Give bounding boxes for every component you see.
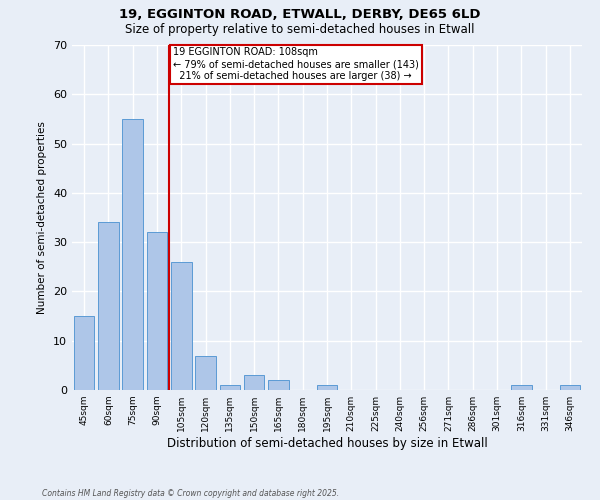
Text: Size of property relative to semi-detached houses in Etwall: Size of property relative to semi-detach… xyxy=(125,22,475,36)
Text: 19 EGGINTON ROAD: 108sqm
← 79% of semi-detached houses are smaller (143)
  21% o: 19 EGGINTON ROAD: 108sqm ← 79% of semi-d… xyxy=(173,48,419,80)
Bar xyxy=(560,385,580,390)
Bar xyxy=(195,356,216,390)
Bar xyxy=(317,385,337,390)
Bar xyxy=(146,232,167,390)
Bar xyxy=(98,222,119,390)
X-axis label: Distribution of semi-detached houses by size in Etwall: Distribution of semi-detached houses by … xyxy=(167,437,487,450)
Bar xyxy=(74,316,94,390)
Bar xyxy=(268,380,289,390)
Text: 19, EGGINTON ROAD, ETWALL, DERBY, DE65 6LD: 19, EGGINTON ROAD, ETWALL, DERBY, DE65 6… xyxy=(119,8,481,20)
Bar xyxy=(511,385,532,390)
Text: Contains HM Land Registry data © Crown copyright and database right 2025.: Contains HM Land Registry data © Crown c… xyxy=(42,488,339,498)
Bar xyxy=(220,385,240,390)
Bar xyxy=(122,119,143,390)
Bar xyxy=(244,375,265,390)
Y-axis label: Number of semi-detached properties: Number of semi-detached properties xyxy=(37,121,47,314)
Bar xyxy=(171,262,191,390)
